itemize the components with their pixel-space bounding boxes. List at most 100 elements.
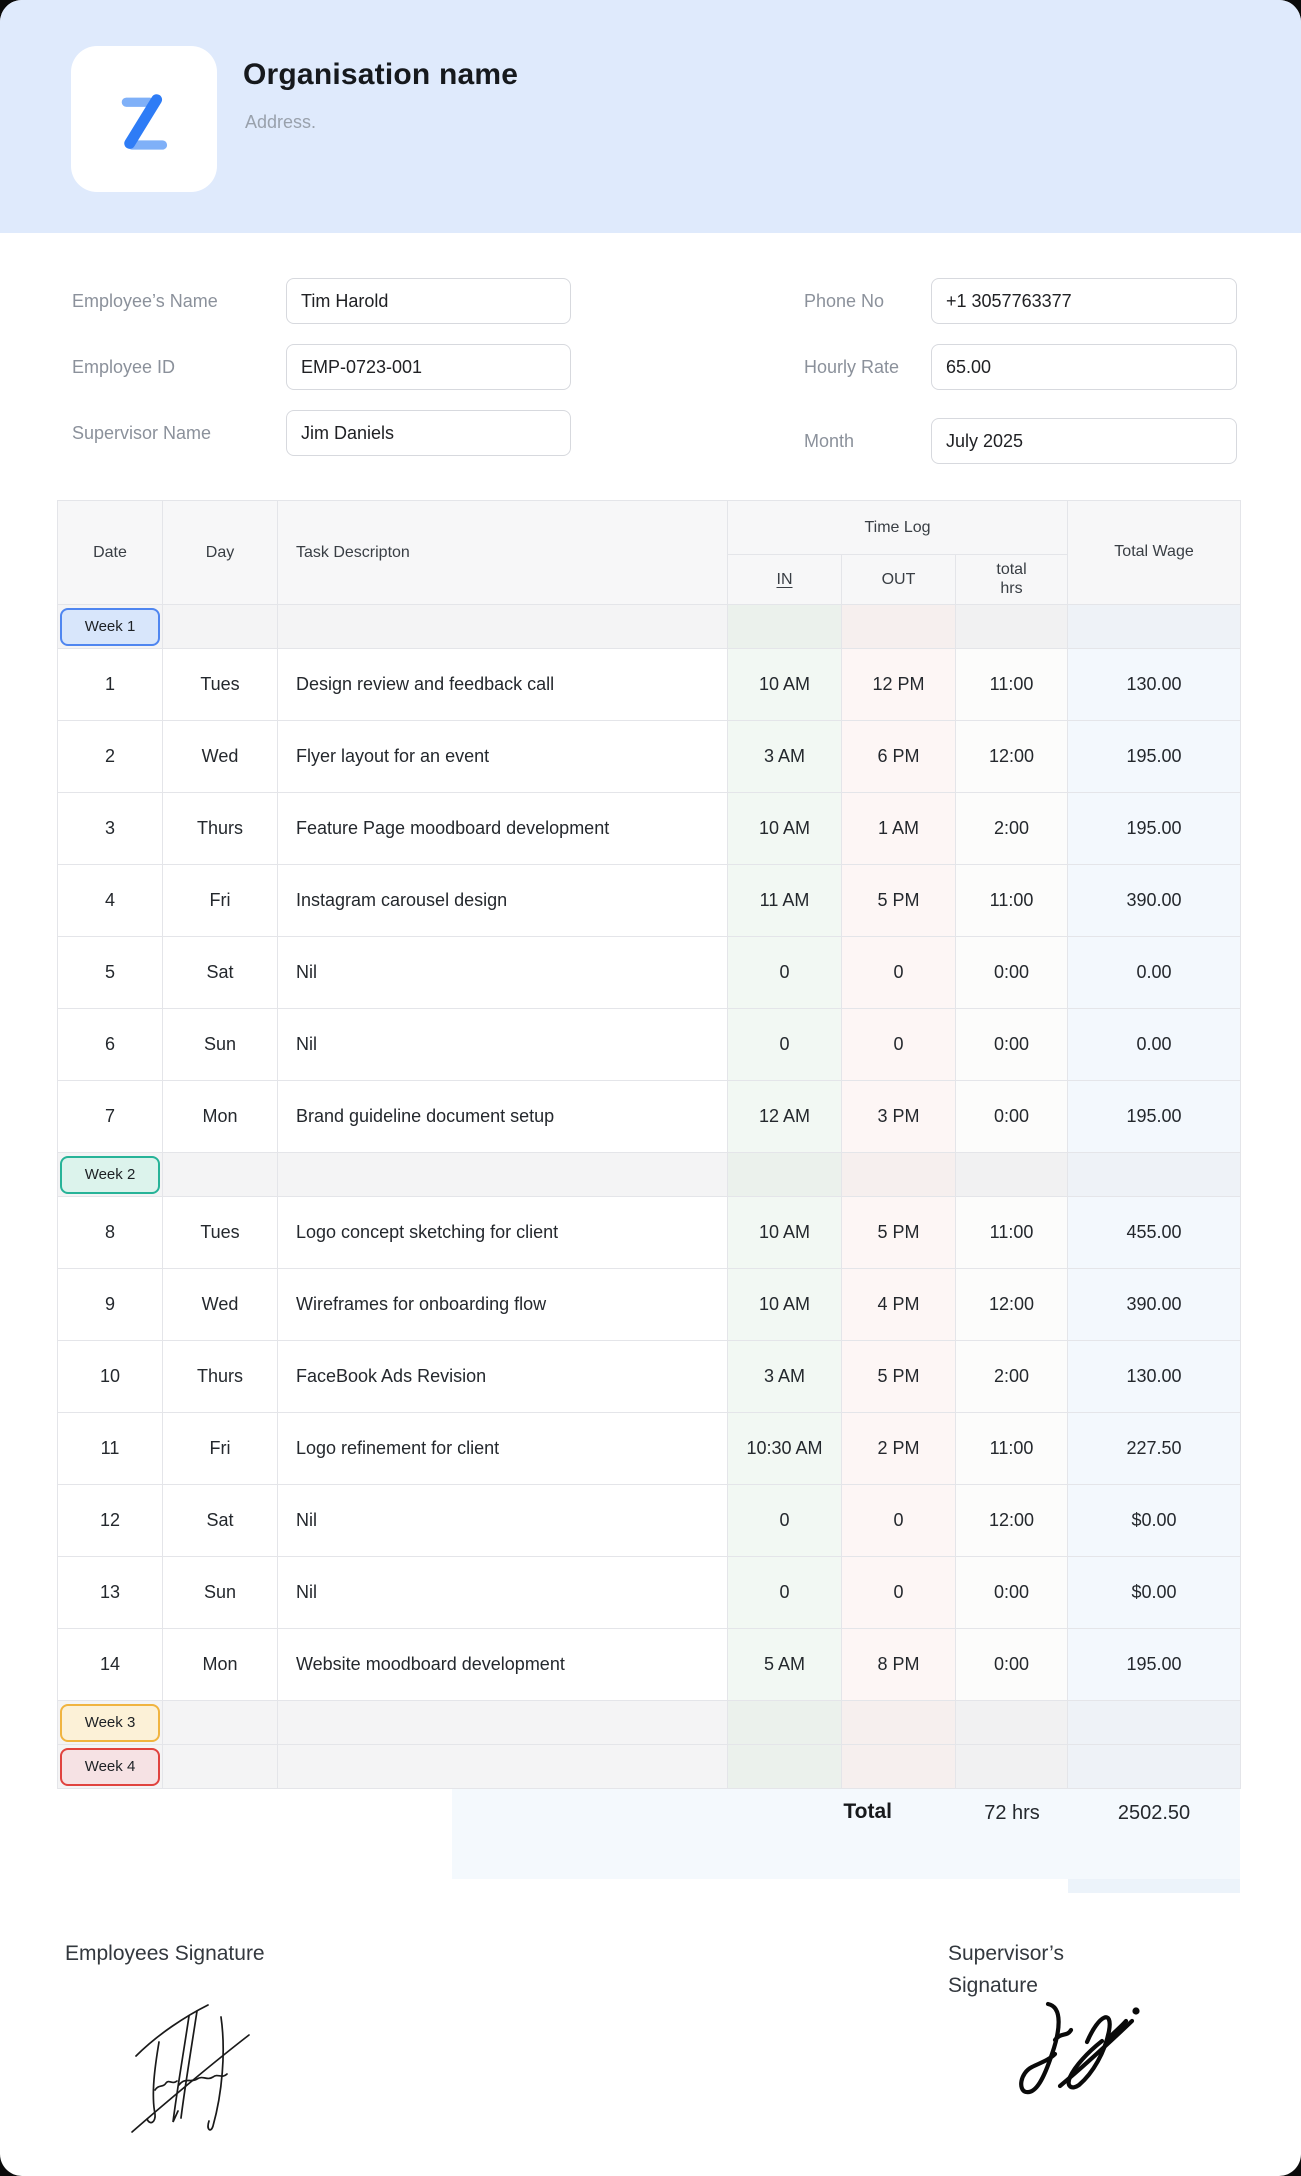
- out-cell: 5 PM: [841, 864, 956, 937]
- timesheet-day-row: 14 Mon Website moodboard development 5 AM 8 …: [57, 1628, 1242, 1701]
- wage-cell: $0.00: [1067, 1556, 1242, 1629]
- hrs-cell: 0:00: [954, 936, 1069, 1009]
- wage-cell: 0.00: [1067, 936, 1242, 1009]
- day-column-header: Day: [162, 500, 278, 605]
- in-cell: 0: [727, 1556, 842, 1629]
- week-separator-row: Week 3: [57, 1700, 1242, 1745]
- wage-cell: [1067, 1700, 1242, 1745]
- date-cell: 4: [57, 864, 163, 937]
- timesheet-day-row: 5 Sat Nil 0 0 0:00 0.00: [57, 936, 1242, 1009]
- week-3-badge[interactable]: Week 3: [60, 1703, 160, 1742]
- task-cell: Website moodboard development: [277, 1628, 728, 1701]
- out-cell: [841, 1152, 956, 1197]
- timesheet-day-row: 13 Sun Nil 0 0 0:00 $0.00: [57, 1556, 1242, 1629]
- timesheet-day-row: 6 Sun Nil 0 0 0:00 0.00: [57, 1008, 1242, 1081]
- timesheet-day-row: 1 Tues Design review and feedback call 10 A…: [57, 648, 1242, 721]
- hrs-cell: 0:00: [954, 1556, 1069, 1629]
- task-cell: Design review and feedback call: [277, 648, 728, 721]
- timesheet-day-row: 9 Wed Wireframes for onboarding flow 10 AM 4…: [57, 1268, 1242, 1341]
- wage-cell: 195.00: [1067, 1628, 1242, 1701]
- wage-cell: 130.00: [1067, 648, 1242, 721]
- hrs-cell: 2:00: [954, 1340, 1069, 1413]
- date-cell: Week 2: [57, 1152, 163, 1197]
- hrs-cell: 2:00: [954, 792, 1069, 865]
- hrs-cell: 11:00: [954, 1196, 1069, 1269]
- employee-id-field[interactable]: [286, 344, 571, 390]
- task-cell: Brand guideline document setup: [277, 1080, 728, 1153]
- total-wage-column-header: Total Wage: [1067, 500, 1242, 605]
- hrs-cell: 11:00: [954, 1412, 1069, 1485]
- wage-cell: [1067, 1152, 1242, 1197]
- task-cell: Instagram carousel design: [277, 864, 728, 937]
- out-cell: [841, 604, 956, 649]
- week-4-badge[interactable]: Week 4: [60, 1747, 160, 1786]
- day-cell: Fri: [162, 864, 278, 937]
- wage-cell: 195.00: [1067, 720, 1242, 793]
- timesheet-day-row: 10 Thurs FaceBook Ads Revision 3 AM 5 PM 2:00…: [57, 1340, 1242, 1413]
- date-cell: 6: [57, 1008, 163, 1081]
- wage-cell: 227.50: [1067, 1412, 1242, 1485]
- in-cell: [727, 1152, 842, 1197]
- task-cell: [277, 1744, 728, 1789]
- out-cell: 2 PM: [841, 1412, 956, 1485]
- task-cell: Logo refinement for client: [277, 1412, 728, 1485]
- summary-total-label: Total: [843, 1800, 892, 1823]
- z-letter-icon: [121, 94, 168, 150]
- task-cell: [277, 1152, 728, 1197]
- in-cell: 10 AM: [727, 1268, 842, 1341]
- month-field[interactable]: [931, 418, 1237, 464]
- hrs-cell: 12:00: [954, 1484, 1069, 1557]
- date-cell: Week 4: [57, 1744, 163, 1789]
- task-cell: Nil: [277, 1556, 728, 1629]
- hrs-cell: 0:00: [954, 1080, 1069, 1153]
- week-2-badge[interactable]: Week 2: [60, 1155, 160, 1194]
- task-cell: FaceBook Ads Revision: [277, 1340, 728, 1413]
- hrs-cell: 12:00: [954, 1268, 1069, 1341]
- in-cell: 0: [727, 1484, 842, 1557]
- out-cell: 0: [841, 936, 956, 1009]
- day-cell: Mon: [162, 1628, 278, 1701]
- day-cell: Wed: [162, 1268, 278, 1341]
- employee-name-field[interactable]: [286, 278, 571, 324]
- in-cell: 11 AM: [727, 864, 842, 937]
- week-separator-row: Week 4: [57, 1744, 1242, 1789]
- in-column-header: IN: [727, 554, 842, 605]
- hourly-rate-field[interactable]: [931, 344, 1237, 390]
- date-cell: 14: [57, 1628, 163, 1701]
- date-cell: 8: [57, 1196, 163, 1269]
- timesheet-day-row: 7 Mon Brand guideline document setup 12 AM 3…: [57, 1080, 1242, 1153]
- out-column-header: OUT: [841, 554, 956, 605]
- wage-cell: 390.00: [1067, 1268, 1242, 1341]
- day-cell: Sat: [162, 1484, 278, 1557]
- date-column-header: Date: [57, 500, 163, 605]
- day-cell: Sat: [162, 936, 278, 1009]
- task-cell: [277, 1700, 728, 1745]
- day-cell: Sun: [162, 1008, 278, 1081]
- month-label: Month: [804, 431, 855, 451]
- week-separator-row: Week 1: [57, 604, 1242, 649]
- time-log-header: Time Log: [726, 500, 1069, 555]
- week-1-badge[interactable]: Week 1: [60, 607, 160, 646]
- employee-signature: [131, 2004, 250, 2133]
- date-cell: 9: [57, 1268, 163, 1341]
- hrs-cell: [954, 1700, 1069, 1745]
- employee-id-label: Employee ID: [72, 357, 176, 377]
- date-cell: 12: [57, 1484, 163, 1557]
- supervisor-signature-label: Supervisor’s Signature: [948, 1942, 1064, 1997]
- wage-cell: [1067, 604, 1242, 649]
- task-column-header: Task Descripton: [277, 500, 728, 605]
- task-cell: Flyer layout for an event: [277, 720, 728, 793]
- in-cell: [727, 1700, 842, 1745]
- org-name-title: Organisation name: [243, 58, 519, 91]
- hrs-cell: 0:00: [954, 1008, 1069, 1081]
- in-cell: 10:30 AM: [727, 1412, 842, 1485]
- phone-no-field[interactable]: [931, 278, 1237, 324]
- in-cell: 5 AM: [727, 1628, 842, 1701]
- date-cell: 13: [57, 1556, 163, 1629]
- day-cell: Fri: [162, 1412, 278, 1485]
- in-cell: 10 AM: [727, 1196, 842, 1269]
- day-cell: Thurs: [162, 1340, 278, 1413]
- out-cell: 6 PM: [841, 720, 956, 793]
- hourly-rate-label: Hourly Rate: [804, 357, 900, 377]
- supervisor-name-field[interactable]: [286, 410, 571, 456]
